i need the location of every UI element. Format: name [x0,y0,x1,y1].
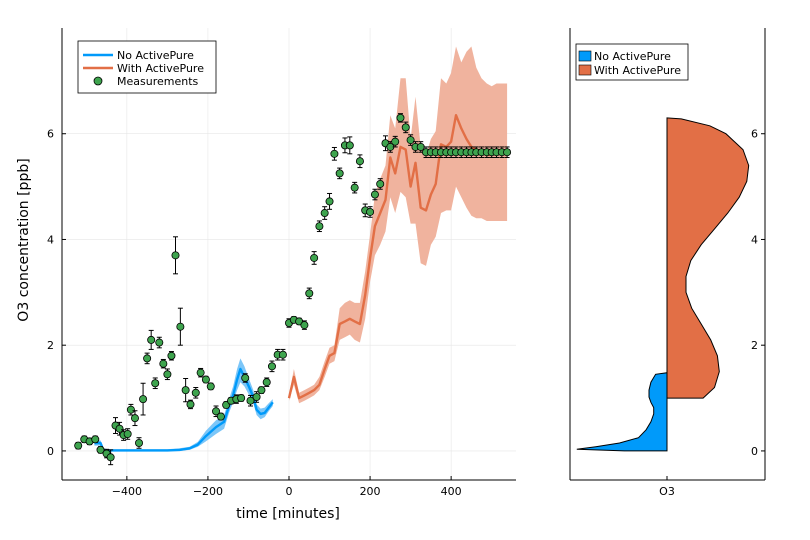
measurement-point [123,430,132,439]
measurement-point [96,445,105,454]
measurement-point [241,373,250,382]
measurement-point [315,222,324,231]
measurement-point [151,379,160,388]
measurement-point [130,414,139,423]
measurement-point [396,113,405,122]
measurement-point [139,395,148,404]
measurement-point [391,137,400,146]
measurement-point [325,197,334,206]
measurement-point [335,169,344,178]
measurement-point [406,136,415,145]
measurement-point [370,190,379,199]
x-tick-label: 200 [360,485,381,498]
no-activepure-violin [576,372,668,452]
measurement-point [147,335,156,344]
measurement-point [206,382,215,391]
measurement-point [345,141,354,150]
measurement-point [503,148,512,157]
measurement-point [143,354,152,363]
measurement-point [196,368,205,377]
violin-y-tick-label: 4 [751,233,758,246]
measurement-point [401,123,410,132]
measurement-point [267,362,276,371]
measurement-point [74,441,83,450]
x-tick-label: 400 [441,485,462,498]
measurement-point [305,289,314,298]
violin-legend-swatch-with-activepure [578,64,592,76]
measurement-point [212,407,221,416]
measurement-point [300,321,309,330]
measurement-point [176,322,185,331]
measurement-point [167,351,176,360]
measurement-point [155,338,164,347]
violin-legend-box [575,43,689,81]
measurement-point [262,378,271,387]
measurement-point [191,388,200,397]
measurement-point [135,438,144,447]
y-axis-label: O3 concentration [ppb] [16,158,32,321]
with-activepure-violin [666,117,750,399]
y-tick-label: 0 [47,445,54,458]
legend-label: No ActivePure [117,49,194,62]
measurement-point [201,375,210,384]
measurement-point [159,359,168,368]
measurement-point [237,394,246,403]
measurement-point [278,350,287,359]
measurement-point [376,179,385,188]
measurement-point [320,209,329,218]
violin-y-tick-label: 0 [751,445,758,458]
measurement-point [186,400,195,409]
measurement-point [163,370,172,379]
x-tick-label: 0 [286,485,293,498]
y-tick-label: 2 [47,339,54,352]
measurement-point [181,386,190,395]
measurement-point [126,405,135,414]
measurement-point [310,253,319,262]
violin-y-tick-label: 2 [751,339,758,352]
no-activepure-line [94,367,274,452]
legend-label: Measurements [117,75,199,88]
y-tick-label: 4 [47,233,54,246]
measurement-point [355,157,364,166]
violin-legend-swatch-no-activepure [578,50,592,62]
measurement-point [91,435,100,444]
violin-legend-label: With ActivePure [594,64,681,77]
measurement-point [115,424,124,433]
measurement-point [257,386,266,395]
measurement-point [216,412,225,421]
measurement-point [350,183,359,192]
measurement-point [171,251,180,260]
x-tick-label: −200 [193,485,223,498]
with-activepure-line [287,113,508,400]
measurement-point [246,396,255,405]
violin-y-tick-label: 6 [751,128,758,141]
measurement-point [366,207,375,216]
measurement-point [330,149,339,158]
legend-swatch-measurements [93,76,103,86]
violin-category-label: O3 [659,485,675,498]
legend-label: With ActivePure [117,62,204,75]
measurement-point [252,393,261,402]
measurement-point [106,453,115,462]
y-tick-label: 6 [47,128,54,141]
x-tick-label: −400 [112,485,142,498]
violin-legend-label: No ActivePure [594,50,671,63]
x-axis-label: time [minutes] [236,506,340,522]
